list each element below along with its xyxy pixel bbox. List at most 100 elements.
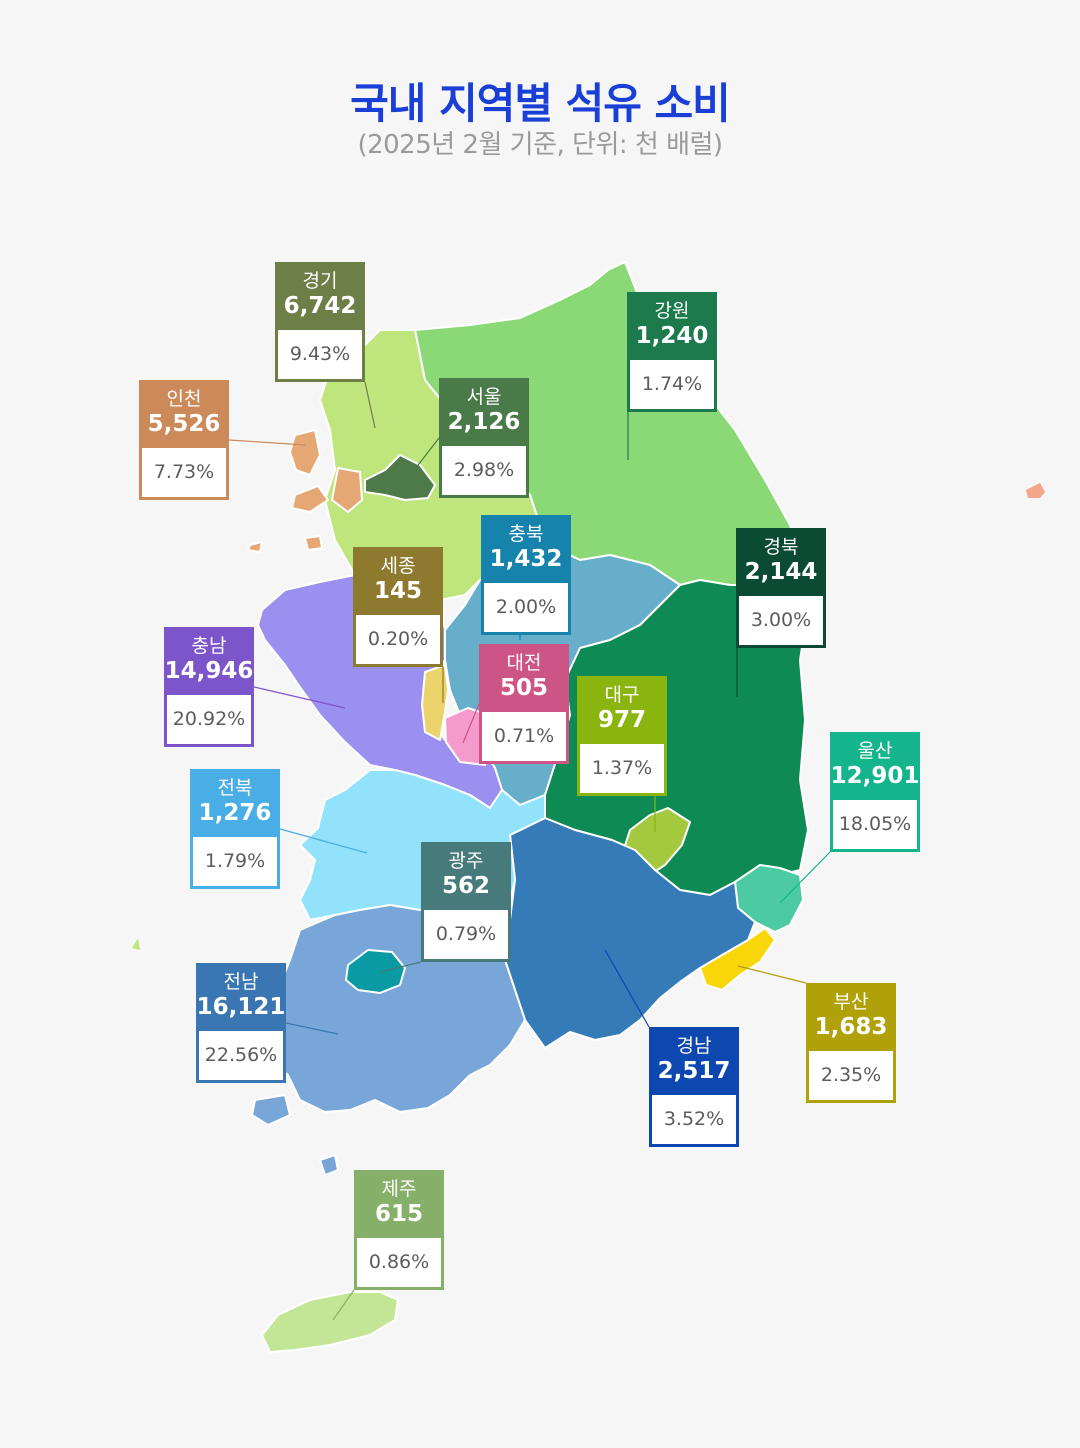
- region-value: 1,683: [814, 1014, 888, 1040]
- region-card-header: 서울 2,126: [439, 378, 529, 446]
- region-card-incheon: 인천 5,526 7.73%: [139, 380, 229, 500]
- region-value: 1,432: [489, 546, 563, 572]
- region-card-seoul: 서울 2,126 2.98%: [439, 378, 529, 498]
- region-share: 20.92%: [164, 695, 254, 747]
- region-card-header: 경남 2,517: [649, 1027, 739, 1095]
- region-name: 경북: [763, 536, 799, 558]
- region-value: 2,517: [657, 1058, 731, 1084]
- leader-line-jeonnam: [285, 1022, 339, 1035]
- region-share: 3.52%: [649, 1095, 739, 1147]
- region-share: 22.56%: [196, 1031, 286, 1083]
- region-card-gangwon: 강원 1,240 1.74%: [627, 292, 717, 412]
- region-value: 5,526: [147, 411, 221, 437]
- region-card-header: 경북 2,144: [736, 528, 826, 596]
- region-card-gyeongnam: 경남 2,517 3.52%: [649, 1027, 739, 1147]
- region-share: 2.98%: [439, 446, 529, 498]
- region-share: 0.86%: [354, 1238, 444, 1290]
- page-title: 국내 지역별 석유 소비: [350, 79, 731, 128]
- region-name: 대구: [604, 684, 640, 706]
- region-name: 세종: [380, 555, 416, 577]
- region-value: 16,121: [196, 994, 286, 1020]
- region-gwangju: [345, 949, 406, 994]
- leader-line-gyeonggi: [364, 381, 376, 429]
- region-name: 제주: [381, 1178, 417, 1200]
- region-card-header: 광주 562: [421, 842, 511, 910]
- region-card-header: 경기 6,742: [275, 262, 365, 330]
- region-value: 505: [499, 675, 548, 701]
- region-name: 울산: [857, 740, 893, 762]
- region-name: 충남: [191, 635, 227, 657]
- region-card-header: 제주 615: [354, 1170, 444, 1238]
- region-value: 562: [441, 873, 490, 899]
- region-card-header: 울산 12,901: [830, 732, 920, 800]
- island-dokdo: [1026, 483, 1045, 498]
- region-card-header: 전남 16,121: [196, 963, 286, 1031]
- region-share: 0.20%: [353, 615, 443, 667]
- region-name: 인천: [166, 388, 202, 410]
- region-card-gyeonggi: 경기 6,742 9.43%: [275, 262, 365, 382]
- region-card-header: 대구 977: [577, 676, 667, 744]
- region-incheon: [247, 429, 363, 553]
- region-card-jeonbuk: 전북 1,276 1.79%: [190, 769, 280, 889]
- region-share: 0.79%: [421, 910, 511, 962]
- region-card-chungnam: 충남 14,946 20.92%: [164, 627, 254, 747]
- region-name: 광주: [448, 850, 484, 872]
- region-card-header: 전북 1,276: [190, 769, 280, 837]
- leader-line-jeonbuk: [279, 828, 368, 854]
- leader-line-jeju: [332, 1289, 355, 1321]
- region-value: 14,946: [164, 658, 254, 684]
- region-name: 전북: [217, 777, 253, 799]
- region-name: 서울: [466, 386, 502, 408]
- region-name: 충북: [508, 523, 544, 545]
- region-value: 2,126: [447, 409, 521, 435]
- page-subtitle: (2025년 2월 기준, 단위: 천 배럴): [357, 130, 723, 160]
- region-share: 9.43%: [275, 330, 365, 382]
- region-card-header: 대전 505: [479, 644, 569, 712]
- region-card-busan: 부산 1,683 2.35%: [806, 983, 896, 1103]
- region-card-header: 인천 5,526: [139, 380, 229, 448]
- region-share: 7.73%: [139, 448, 229, 500]
- leader-line-gwangju: [379, 961, 422, 973]
- region-share: 2.35%: [806, 1051, 896, 1103]
- region-card-header: 세종 145: [353, 547, 443, 615]
- leader-line-incheon: [228, 439, 306, 446]
- region-share: 1.74%: [627, 360, 717, 412]
- region-sejong: [421, 664, 449, 741]
- region-name: 경기: [302, 270, 338, 292]
- region-card-header: 충북 1,432: [481, 515, 571, 583]
- region-value: 6,742: [283, 293, 357, 319]
- leader-line-busan: [737, 965, 807, 984]
- region-card-jeju: 제주 615 0.86%: [354, 1170, 444, 1290]
- region-card-daejeon: 대전 505 0.71%: [479, 644, 569, 764]
- region-card-sejong: 세종 145 0.20%: [353, 547, 443, 667]
- region-name: 부산: [833, 991, 869, 1013]
- region-name: 경남: [676, 1035, 712, 1057]
- region-card-jeonnam: 전남 16,121 22.56%: [196, 963, 286, 1083]
- region-card-gyeongbuk: 경북 2,144 3.00%: [736, 528, 826, 648]
- region-value: 1,240: [635, 323, 709, 349]
- region-share: 2.00%: [481, 583, 571, 635]
- region-jeju: [261, 1291, 399, 1353]
- region-value: 977: [597, 707, 646, 733]
- region-value: 145: [373, 578, 422, 604]
- region-value: 1,276: [198, 800, 272, 826]
- region-share: 1.79%: [190, 837, 280, 889]
- region-name: 전남: [223, 971, 259, 993]
- leader-line-chungnam: [253, 686, 346, 709]
- leader-line-daejeon: [462, 703, 480, 744]
- region-card-gwangju: 광주 562 0.79%: [421, 842, 511, 962]
- region-share: 0.71%: [479, 712, 569, 764]
- region-card-header: 충남 14,946: [164, 627, 254, 695]
- region-value: 615: [374, 1201, 423, 1227]
- region-card-ulsan: 울산 12,901 18.05%: [830, 732, 920, 852]
- region-value: 12,901: [830, 763, 920, 789]
- region-value: 2,144: [744, 559, 818, 585]
- region-share: 3.00%: [736, 596, 826, 648]
- region-card-chungbuk: 충북 1,432 2.00%: [481, 515, 571, 635]
- leader-line-seoul: [404, 437, 440, 483]
- region-card-header: 강원 1,240: [627, 292, 717, 360]
- leader-line-ulsan: [779, 851, 831, 904]
- region-share: 1.37%: [577, 744, 667, 796]
- island-west: [132, 938, 140, 950]
- leader-lines: [228, 381, 831, 1321]
